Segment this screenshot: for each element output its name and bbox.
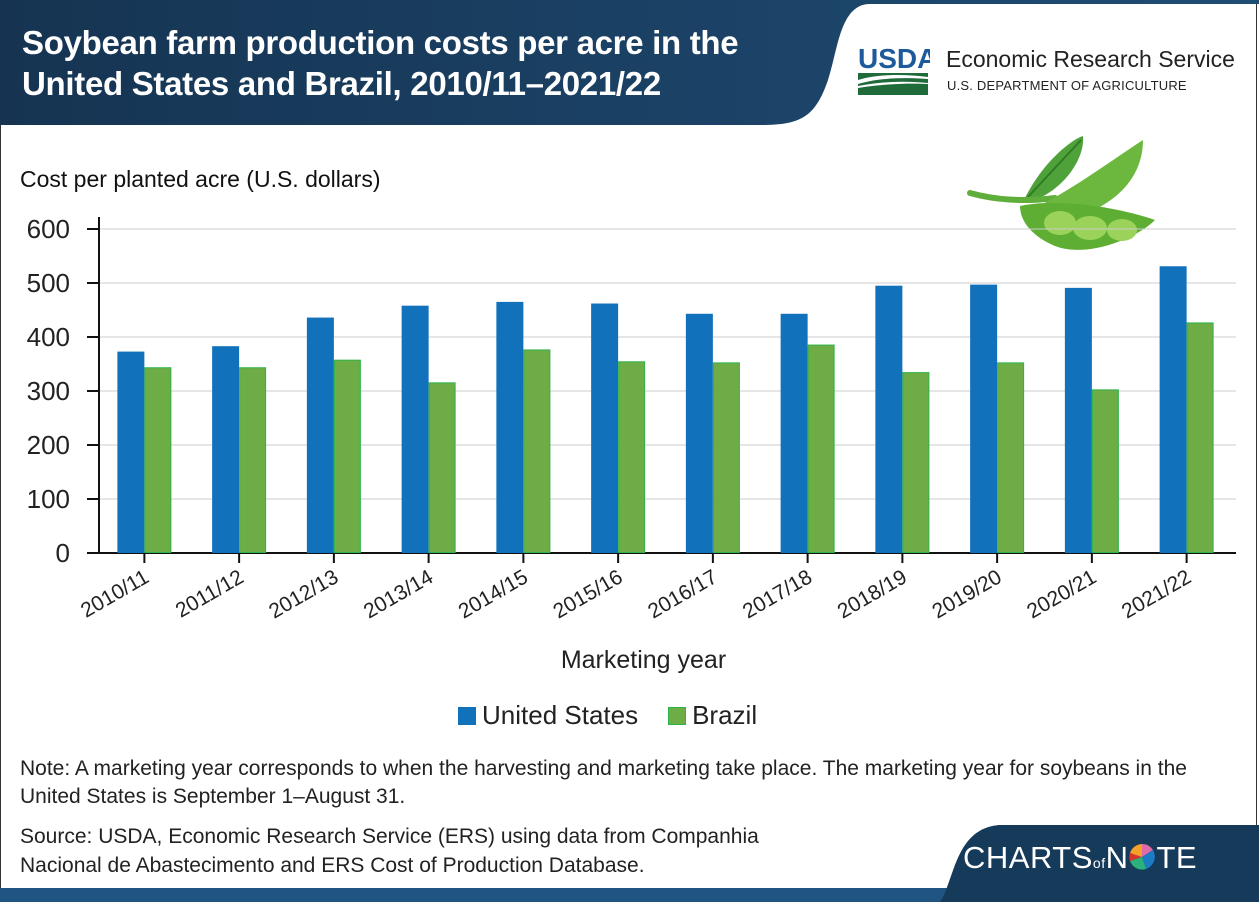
- x-axis-label: Marketing year: [560, 646, 727, 674]
- legend-swatch-us: [458, 706, 476, 725]
- brand-te: TE: [1156, 840, 1198, 875]
- legend-item-brazil: Brazil: [668, 700, 757, 731]
- usda-logo-text: USDA: [858, 44, 930, 74]
- brand-charts: CHARTS: [963, 840, 1093, 875]
- soybean-pod-icon: [967, 136, 1155, 250]
- title-line-2: United States and Brazil, 2010/11–2021/2…: [22, 65, 661, 102]
- legend-label-brazil: Brazil: [692, 700, 758, 730]
- pie-chart-icon: [1129, 843, 1156, 870]
- source-line-1: Source: USDA, Economic Research Service …: [20, 825, 759, 848]
- source-text: Source: USDA, Economic Research Service …: [20, 822, 840, 880]
- legend-item-us: United States: [458, 700, 638, 731]
- source-line-2: Nacional de Abastecimento and ERS Cost o…: [20, 854, 645, 877]
- legend: United States Brazil: [458, 700, 787, 731]
- footer-banner: [0, 825, 1259, 902]
- org-subtitle: U.S. DEPARTMENT OF AGRICULTURE: [947, 78, 1187, 93]
- y-axis-label: Cost per planted acre (U.S. dollars): [20, 166, 381, 192]
- legend-swatch-brazil: [668, 706, 687, 725]
- legend-label-us: United States: [482, 700, 639, 730]
- usda-logo-icon: USDA: [858, 44, 930, 95]
- org-name: Economic Research Service: [946, 46, 1235, 72]
- brand-of: of: [1092, 855, 1106, 871]
- header-banner: [0, 0, 1259, 125]
- chart-title: Soybean farm production costs per acre i…: [22, 22, 822, 104]
- note-text: Note: A marketing year corresponds to wh…: [20, 757, 1187, 808]
- brand-n: N: [1105, 840, 1129, 875]
- title-line-1: Soybean farm production costs per acre i…: [22, 24, 739, 61]
- charts-of-note-logo: CHARTSofN TE: [963, 840, 1197, 876]
